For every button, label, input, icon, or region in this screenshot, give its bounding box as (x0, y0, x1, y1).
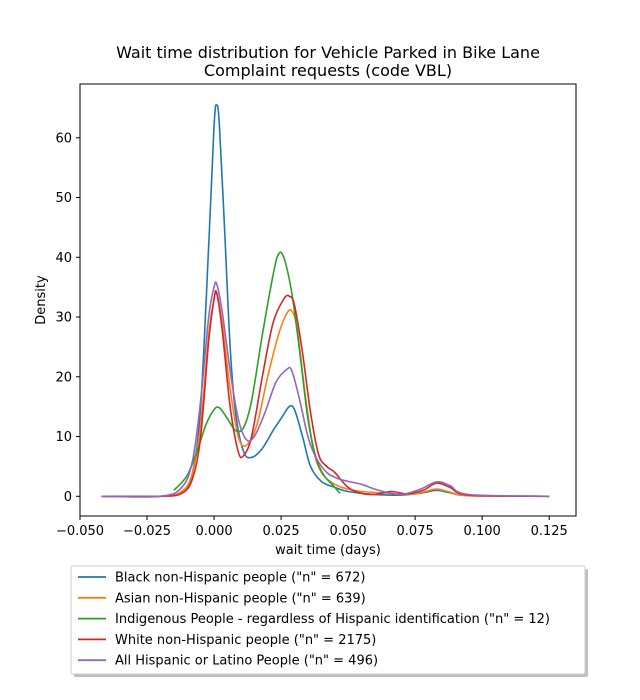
plot-frame (79, 83, 577, 517)
x-tick-label: 0.100 (464, 524, 501, 539)
x-tick-label: 0.125 (531, 524, 568, 539)
legend-label-4: White non-Hispanic people ("n" = 2175) (115, 633, 376, 648)
x-axis-label: wait time (days) (275, 543, 381, 558)
series-line-4 (101, 289, 550, 498)
series-line-5 (101, 281, 550, 498)
legend-label-1: Black non-Hispanic people ("n" = 672) (115, 571, 365, 586)
x-tick-label: 0.025 (262, 524, 299, 539)
y-axis: 0 10 20 30 40 50 60 (55, 131, 80, 505)
y-tick-label: 40 (55, 251, 72, 266)
x-tick-label: 0.000 (195, 524, 232, 539)
y-tick-label: 0 (64, 490, 72, 505)
x-tick-label: 0.075 (397, 524, 434, 539)
legend-box (70, 565, 586, 675)
series-line-3 (173, 251, 341, 494)
y-tick-label: 20 (55, 370, 72, 385)
x-tick-label: −0.025 (123, 524, 171, 539)
series-line-1 (101, 104, 550, 498)
legend: Black non-Hispanic people ("n" = 672) Asi… (70, 565, 588, 677)
y-axis-label: Density (34, 275, 49, 325)
legend-label-2: Asian non-Hispanic people ("n" = 639) (115, 591, 366, 606)
y-tick-label: 60 (55, 131, 72, 146)
x-tick-label: −0.050 (56, 524, 104, 539)
legend-label-5: All Hispanic or Latino People ("n" = 496… (115, 654, 378, 669)
y-tick-label: 30 (55, 311, 72, 326)
chart-title-line-2: Complaint requests (code VBL) (204, 61, 452, 80)
x-tick-label: 0.050 (329, 524, 366, 539)
plot-area (101, 104, 550, 498)
x-axis: −0.050 −0.025 0.000 0.025 0.050 0.075 0.100 0.1… (56, 516, 568, 539)
legend-label-3: Indigenous People - regardless of Hispan… (115, 612, 550, 627)
chart-title-line-1: Wait time distribution for Vehicle Parke… (116, 43, 540, 62)
y-tick-label: 10 (55, 430, 72, 445)
y-tick-label: 50 (55, 191, 72, 206)
